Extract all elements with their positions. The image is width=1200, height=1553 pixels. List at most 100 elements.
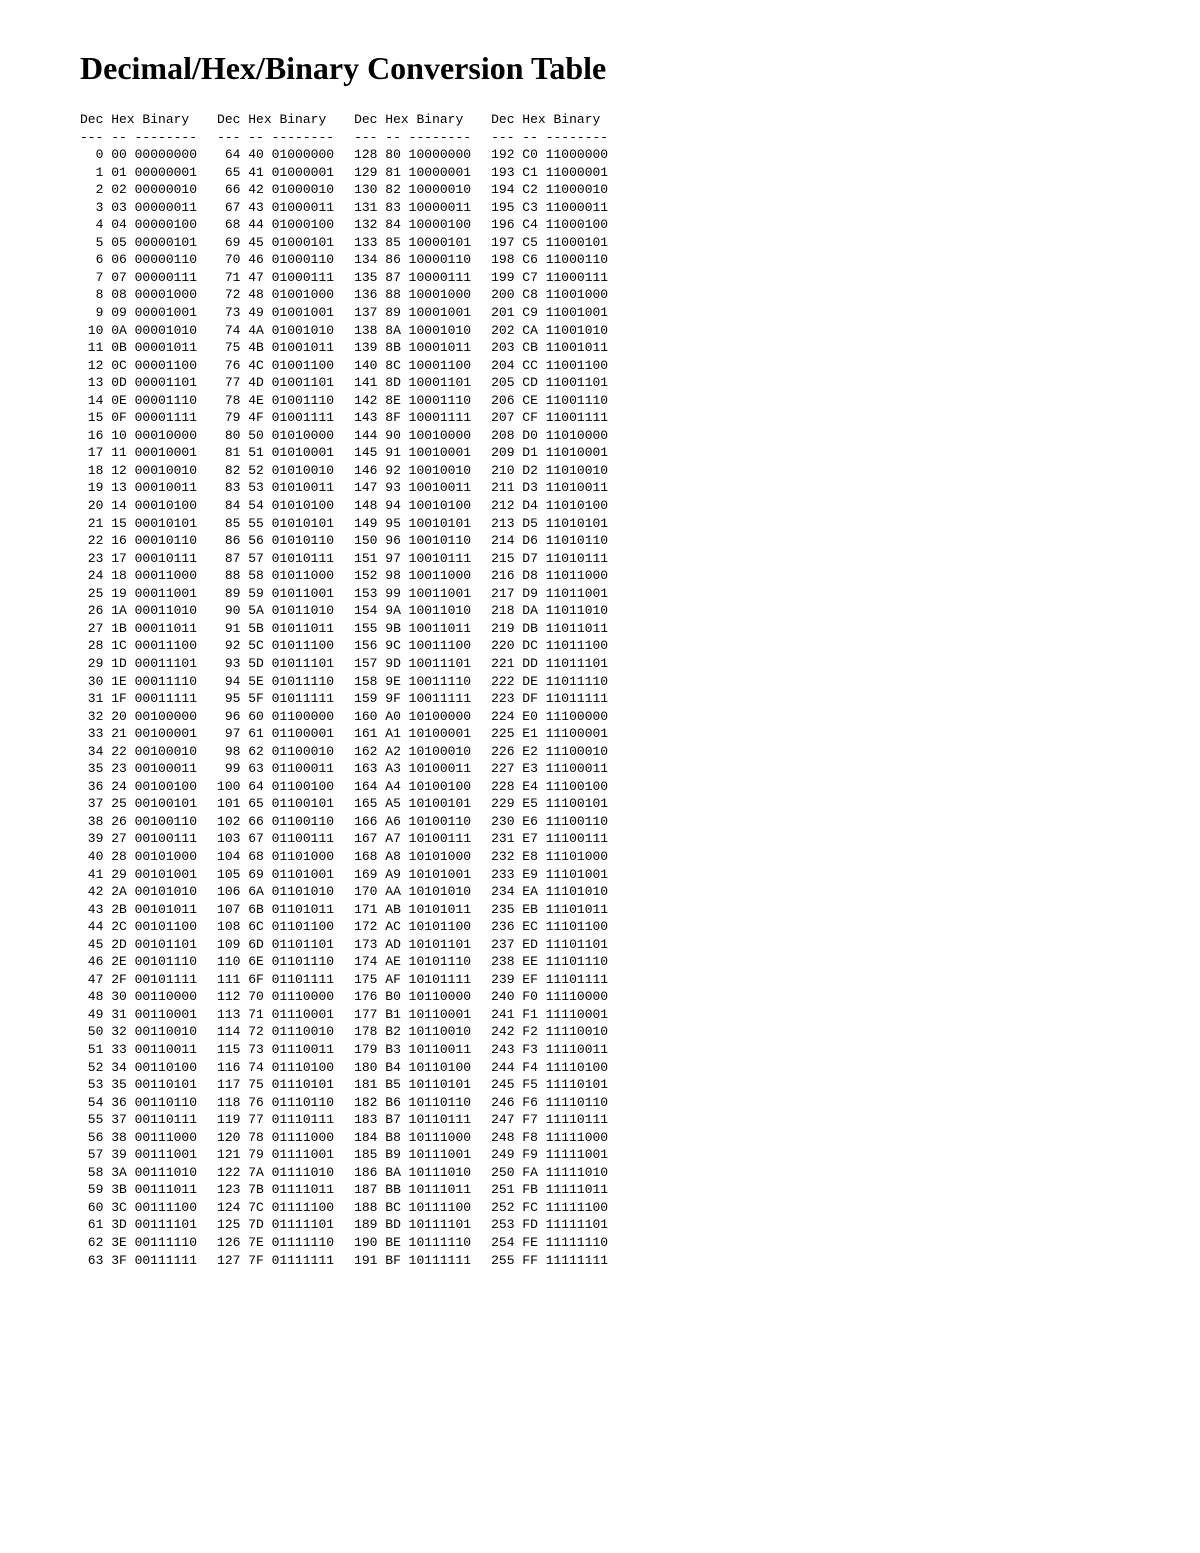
conversion-table: Dec Hex Binary--- -- -------- 0 00 00000… [80,111,1120,1269]
table-row: 13 0D 00001101 [80,374,197,392]
table-row: 231 E7 11100111 [491,830,608,848]
table-row: 113 71 01110001 [217,1006,334,1024]
table-row: 189 BD 10111101 [354,1216,471,1234]
table-row: 230 E6 11100110 [491,813,608,831]
table-row: 7 07 00000111 [80,269,197,287]
table-row: 210 D2 11010010 [491,462,608,480]
column-2: Dec Hex Binary--- -- -------- 64 40 0100… [217,111,334,1269]
table-row: 163 A3 10100011 [354,760,471,778]
table-row: 81 51 01010001 [217,444,334,462]
table-row: 200 C8 11001000 [491,286,608,304]
table-row: 151 97 10010111 [354,550,471,568]
table-row: 3 03 00000011 [80,199,197,217]
table-row: 227 E3 11100011 [491,760,608,778]
table-row: 29 1D 00011101 [80,655,197,673]
table-row: 130 82 10000010 [354,181,471,199]
table-row: 147 93 10010011 [354,479,471,497]
table-row: 201 C9 11001001 [491,304,608,322]
table-row: 150 96 10010110 [354,532,471,550]
table-row: 110 6E 01101110 [217,953,334,971]
table-row: 180 B4 10110100 [354,1059,471,1077]
table-row: 248 F8 11111000 [491,1129,608,1147]
table-row: 122 7A 01111010 [217,1164,334,1182]
table-row: 135 87 10000111 [354,269,471,287]
table-row: 174 AE 10101110 [354,953,471,971]
column-rule: --- -- -------- [354,129,471,147]
table-row: 241 F1 11110001 [491,1006,608,1024]
table-row: 181 B5 10110101 [354,1076,471,1094]
column-header: Dec Hex Binary [354,111,471,129]
table-row: 80 50 01010000 [217,427,334,445]
table-row: 55 37 00110111 [80,1111,197,1129]
table-row: 54 36 00110110 [80,1094,197,1112]
table-row: 76 4C 01001100 [217,357,334,375]
table-row: 138 8A 10001010 [354,322,471,340]
table-row: 90 5A 01011010 [217,602,334,620]
table-row: 56 38 00111000 [80,1129,197,1147]
table-row: 65 41 01000001 [217,164,334,182]
table-row: 99 63 01100011 [217,760,334,778]
table-row: 134 86 10000110 [354,251,471,269]
table-row: 208 D0 11010000 [491,427,608,445]
table-row: 191 BF 10111111 [354,1252,471,1270]
table-row: 117 75 01110101 [217,1076,334,1094]
table-row: 218 DA 11011010 [491,602,608,620]
table-row: 153 99 10011001 [354,585,471,603]
table-row: 66 42 01000010 [217,181,334,199]
table-row: 234 EA 11101010 [491,883,608,901]
table-row: 226 E2 11100010 [491,743,608,761]
table-row: 206 CE 11001110 [491,392,608,410]
table-row: 144 90 10010000 [354,427,471,445]
table-row: 69 45 01000101 [217,234,334,252]
table-row: 88 58 01011000 [217,567,334,585]
table-row: 183 B7 10110111 [354,1111,471,1129]
table-row: 28 1C 00011100 [80,637,197,655]
table-row: 197 C5 11000101 [491,234,608,252]
table-row: 152 98 10011000 [354,567,471,585]
table-row: 45 2D 00101101 [80,936,197,954]
table-row: 33 21 00100001 [80,725,197,743]
table-row: 9 09 00001001 [80,304,197,322]
table-row: 177 B1 10110001 [354,1006,471,1024]
table-row: 73 49 01001001 [217,304,334,322]
table-row: 166 A6 10100110 [354,813,471,831]
column-header: Dec Hex Binary [491,111,608,129]
table-row: 62 3E 00111110 [80,1234,197,1252]
table-row: 161 A1 10100001 [354,725,471,743]
table-row: 35 23 00100011 [80,760,197,778]
table-row: 143 8F 10001111 [354,409,471,427]
table-row: 224 E0 11100000 [491,708,608,726]
table-row: 179 B3 10110011 [354,1041,471,1059]
table-row: 103 67 01100111 [217,830,334,848]
table-row: 87 57 01010111 [217,550,334,568]
table-row: 48 30 00110000 [80,988,197,1006]
table-row: 209 D1 11010001 [491,444,608,462]
table-row: 186 BA 10111010 [354,1164,471,1182]
table-row: 125 7D 01111101 [217,1216,334,1234]
table-row: 89 59 01011001 [217,585,334,603]
table-row: 213 D5 11010101 [491,515,608,533]
table-row: 182 B6 10110110 [354,1094,471,1112]
table-row: 205 CD 11001101 [491,374,608,392]
table-row: 97 61 01100001 [217,725,334,743]
table-row: 240 F0 11110000 [491,988,608,1006]
table-row: 121 79 01111001 [217,1146,334,1164]
table-row: 1 01 00000001 [80,164,197,182]
table-row: 132 84 10000100 [354,216,471,234]
table-row: 156 9C 10011100 [354,637,471,655]
table-row: 192 C0 11000000 [491,146,608,164]
table-row: 232 E8 11101000 [491,848,608,866]
table-row: 101 65 01100101 [217,795,334,813]
table-row: 229 E5 11100101 [491,795,608,813]
table-row: 98 62 01100010 [217,743,334,761]
table-row: 53 35 00110101 [80,1076,197,1094]
table-row: 247 F7 11110111 [491,1111,608,1129]
table-row: 168 A8 10101000 [354,848,471,866]
table-row: 52 34 00110100 [80,1059,197,1077]
table-row: 160 A0 10100000 [354,708,471,726]
table-row: 0 00 00000000 [80,146,197,164]
table-row: 19 13 00010011 [80,479,197,497]
table-row: 104 68 01101000 [217,848,334,866]
table-row: 253 FD 11111101 [491,1216,608,1234]
table-row: 133 85 10000101 [354,234,471,252]
